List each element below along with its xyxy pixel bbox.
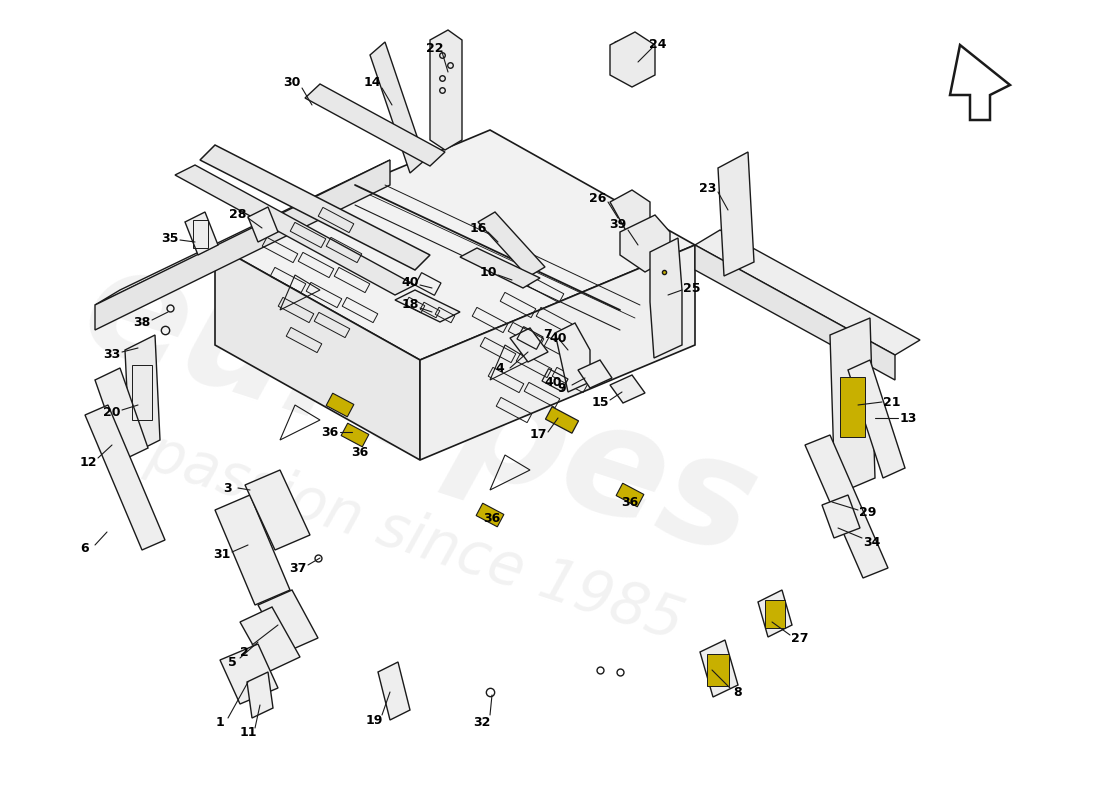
Text: 38: 38 xyxy=(133,315,151,329)
Polygon shape xyxy=(546,406,579,434)
Text: 25: 25 xyxy=(683,282,701,294)
Text: 13: 13 xyxy=(900,411,916,425)
Text: 36: 36 xyxy=(351,446,369,458)
Text: 8: 8 xyxy=(734,686,742,698)
Polygon shape xyxy=(718,152,754,276)
Text: 3: 3 xyxy=(223,482,232,494)
Text: 29: 29 xyxy=(859,506,877,518)
Polygon shape xyxy=(848,360,905,478)
Polygon shape xyxy=(758,590,792,637)
Text: 37: 37 xyxy=(289,562,307,574)
Text: 10: 10 xyxy=(480,266,497,278)
Text: 7: 7 xyxy=(543,329,552,342)
Polygon shape xyxy=(478,212,544,277)
Polygon shape xyxy=(85,405,165,550)
Polygon shape xyxy=(125,335,160,455)
Text: 40: 40 xyxy=(549,331,566,345)
Polygon shape xyxy=(460,248,540,288)
Polygon shape xyxy=(395,290,460,322)
Polygon shape xyxy=(695,245,895,380)
Polygon shape xyxy=(830,318,874,495)
Polygon shape xyxy=(616,483,644,507)
Polygon shape xyxy=(175,165,415,295)
Text: 30: 30 xyxy=(284,75,300,89)
Text: 31: 31 xyxy=(213,549,231,562)
Polygon shape xyxy=(610,190,650,238)
Polygon shape xyxy=(476,503,504,527)
Text: 20: 20 xyxy=(103,406,121,418)
Text: 18: 18 xyxy=(402,298,419,311)
Polygon shape xyxy=(420,245,695,460)
Polygon shape xyxy=(258,590,318,653)
Text: 40: 40 xyxy=(402,275,419,289)
Polygon shape xyxy=(248,672,273,718)
Polygon shape xyxy=(839,377,865,437)
Polygon shape xyxy=(510,328,548,362)
Text: 36: 36 xyxy=(621,495,639,509)
Polygon shape xyxy=(220,644,278,704)
Polygon shape xyxy=(214,130,695,360)
Text: 35: 35 xyxy=(162,231,178,245)
Polygon shape xyxy=(185,212,218,255)
Text: 19: 19 xyxy=(365,714,383,726)
Polygon shape xyxy=(240,607,300,672)
Polygon shape xyxy=(245,470,310,550)
Text: 28: 28 xyxy=(229,209,246,222)
Polygon shape xyxy=(620,215,670,272)
Text: 1: 1 xyxy=(216,715,224,729)
Text: 34: 34 xyxy=(864,535,881,549)
Text: 26: 26 xyxy=(590,191,607,205)
Polygon shape xyxy=(707,654,729,686)
Polygon shape xyxy=(248,207,278,242)
Text: 11: 11 xyxy=(240,726,256,738)
Text: 36: 36 xyxy=(483,511,500,525)
Polygon shape xyxy=(578,360,612,388)
Polygon shape xyxy=(805,435,888,578)
Polygon shape xyxy=(305,84,446,166)
Text: 32: 32 xyxy=(473,715,491,729)
Text: 17: 17 xyxy=(529,429,547,442)
Polygon shape xyxy=(214,245,420,460)
Polygon shape xyxy=(430,30,462,150)
Text: 23: 23 xyxy=(700,182,717,194)
Polygon shape xyxy=(700,640,738,697)
Text: 24: 24 xyxy=(649,38,667,51)
Polygon shape xyxy=(95,368,148,460)
Text: 6: 6 xyxy=(80,542,89,554)
Text: 39: 39 xyxy=(609,218,627,231)
Polygon shape xyxy=(610,375,645,403)
Text: 22: 22 xyxy=(427,42,443,54)
Polygon shape xyxy=(822,495,860,538)
Text: europes: europes xyxy=(66,231,774,589)
Text: 36: 36 xyxy=(321,426,339,438)
Text: 21: 21 xyxy=(883,395,901,409)
Text: 40: 40 xyxy=(544,375,562,389)
Text: 2: 2 xyxy=(240,646,249,658)
Polygon shape xyxy=(556,323,590,392)
Polygon shape xyxy=(650,238,682,358)
Text: 5: 5 xyxy=(228,655,236,669)
Text: 4: 4 xyxy=(496,362,505,374)
Text: a passion since 1985: a passion since 1985 xyxy=(89,408,691,652)
Polygon shape xyxy=(326,393,354,417)
Polygon shape xyxy=(610,32,654,87)
Polygon shape xyxy=(370,42,425,173)
Polygon shape xyxy=(200,145,430,270)
Polygon shape xyxy=(95,160,390,305)
Text: 12: 12 xyxy=(79,455,97,469)
Polygon shape xyxy=(695,230,920,355)
Polygon shape xyxy=(764,600,785,628)
Text: 33: 33 xyxy=(103,349,121,362)
Text: 9: 9 xyxy=(558,382,566,394)
Text: 14: 14 xyxy=(363,75,381,89)
Polygon shape xyxy=(341,423,368,447)
Polygon shape xyxy=(95,160,390,330)
Text: 27: 27 xyxy=(791,631,808,645)
Polygon shape xyxy=(378,662,410,720)
Text: 15: 15 xyxy=(592,397,608,410)
Polygon shape xyxy=(214,495,290,605)
Text: 16: 16 xyxy=(470,222,486,234)
